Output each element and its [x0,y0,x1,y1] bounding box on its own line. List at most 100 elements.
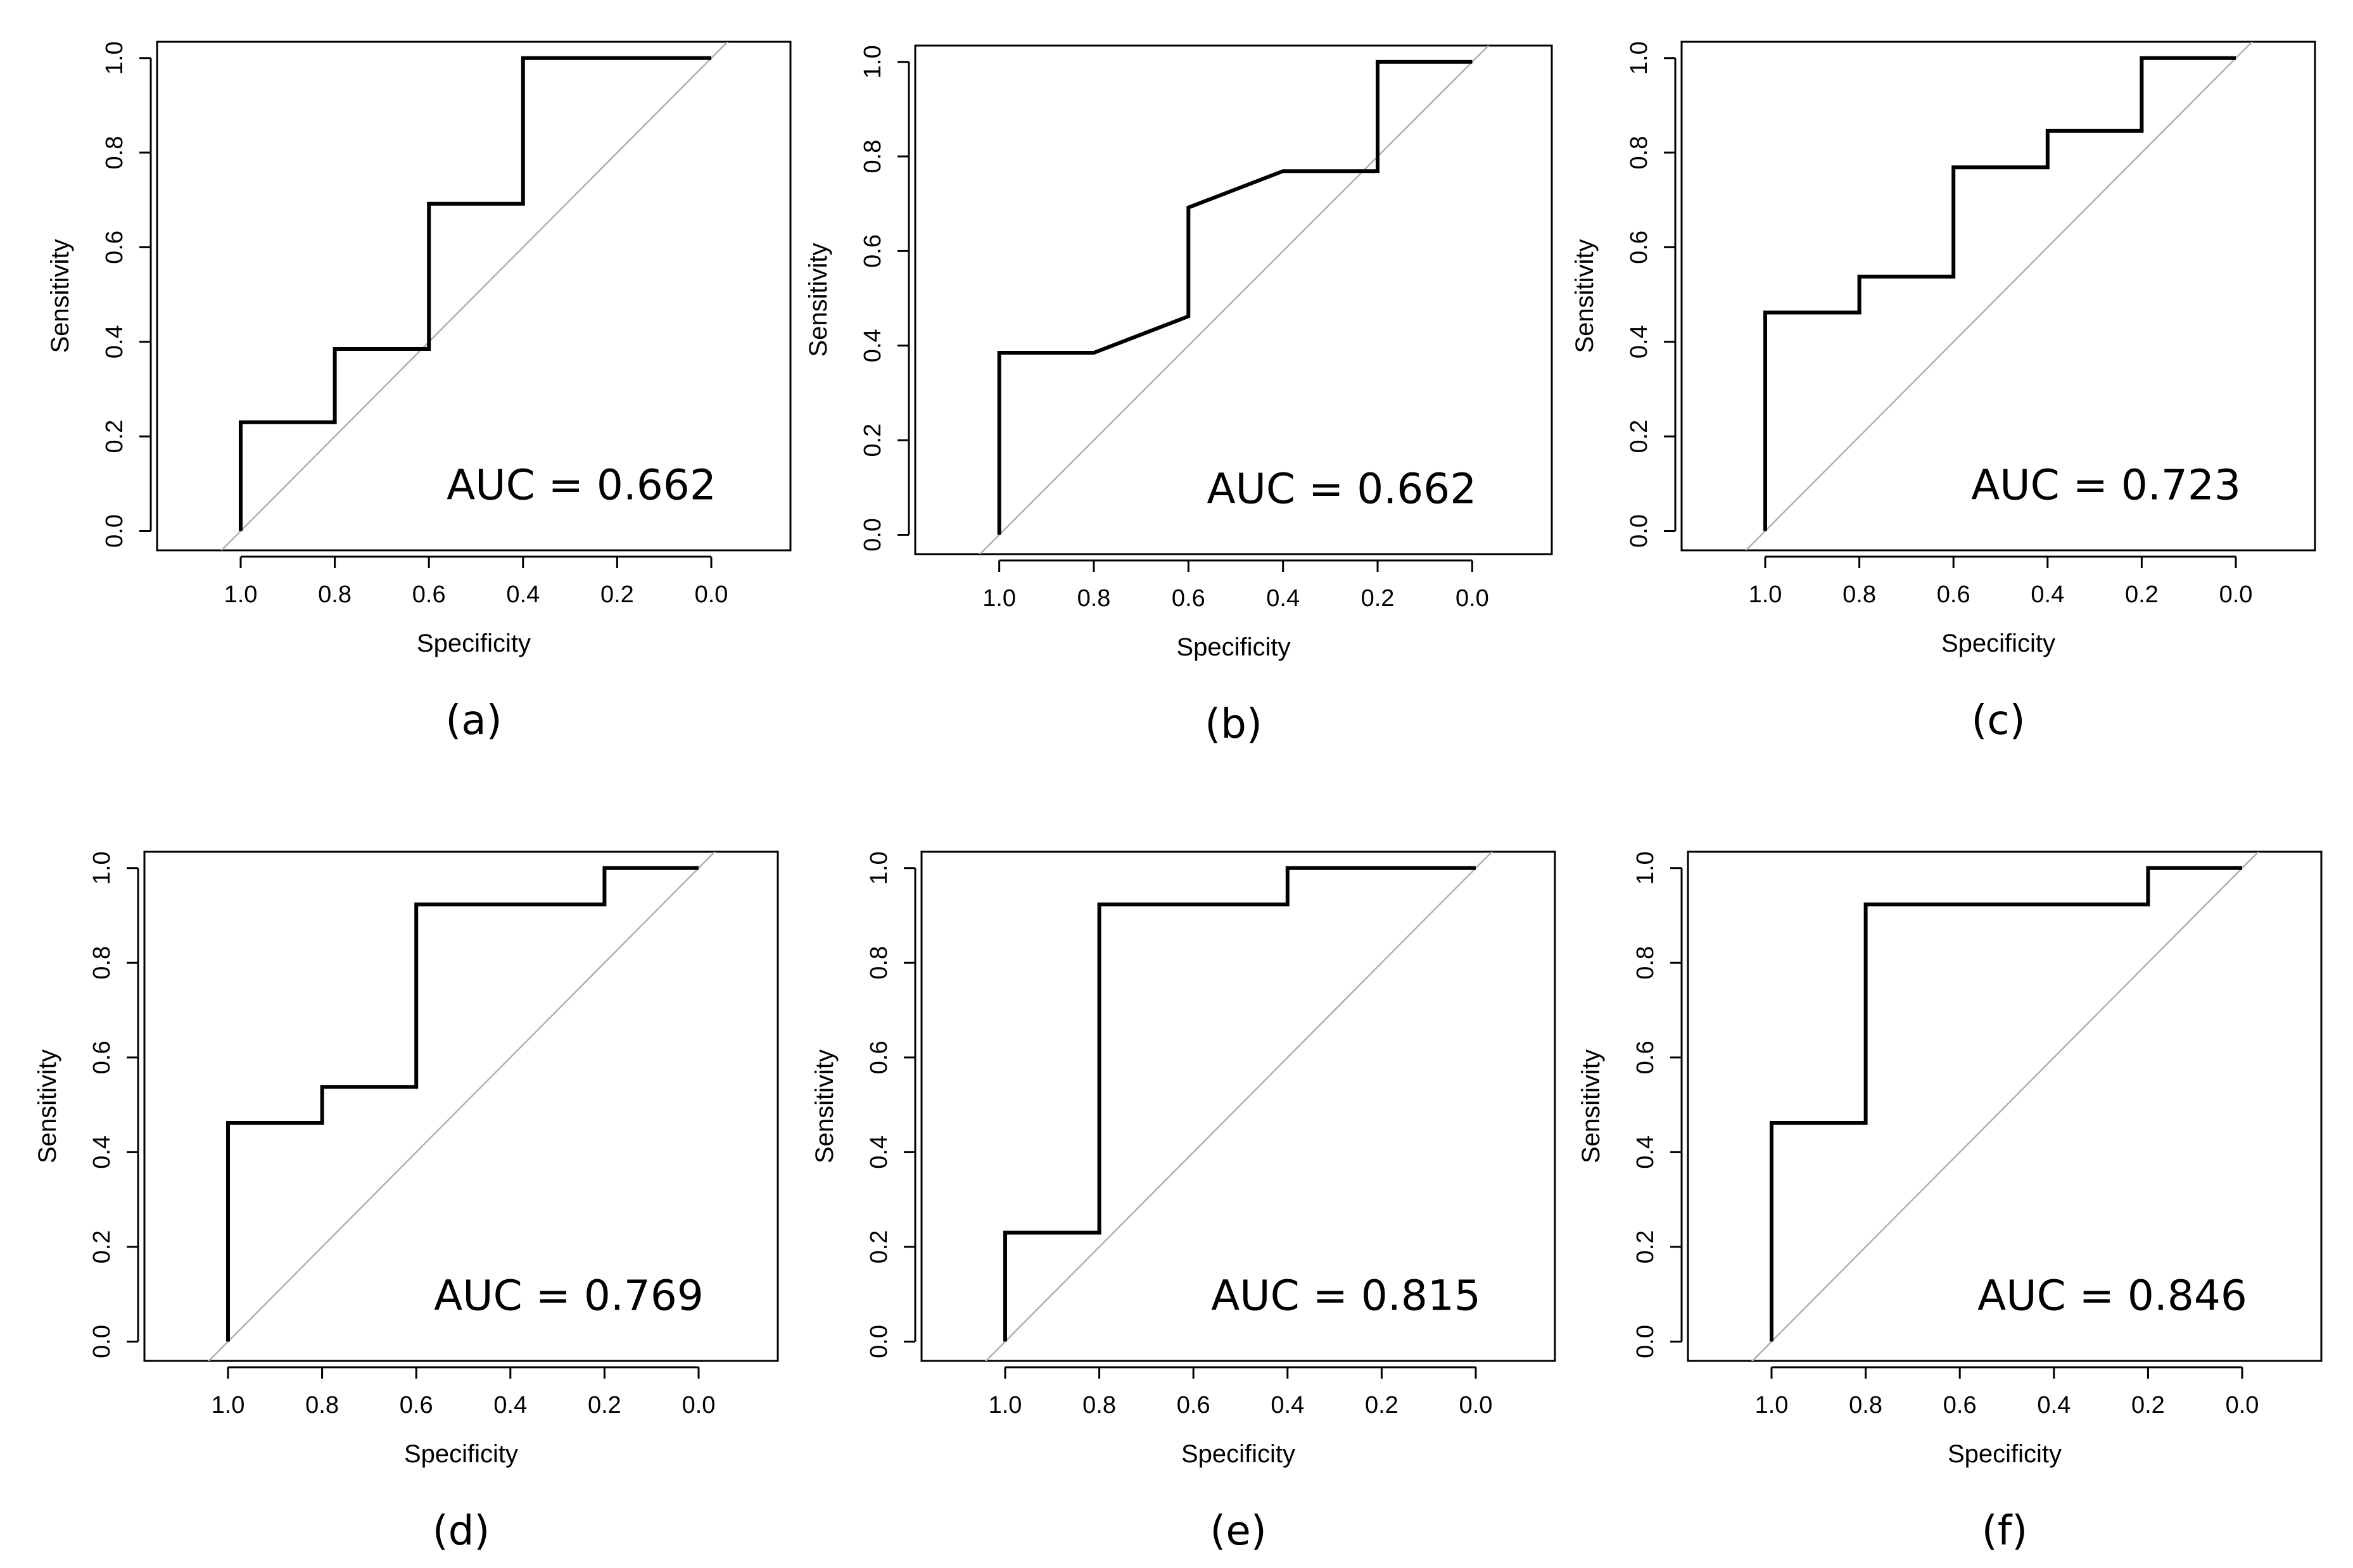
panel-e-x-tick-label: 0.4 [1271,1392,1304,1419]
panel-d-x-tick-label: 0.4 [493,1392,527,1419]
panel-e-reference-line [984,852,1494,1361]
panel-b-x-tick-label: 0.0 [1456,585,1489,612]
panel-b-x-tick-label: 0.6 [1172,585,1205,612]
panel-f-label: (f) [1982,1508,2027,1555]
panel-c-y-tick-label: 0.2 [1626,420,1652,453]
panel-d-auc-annotation: AUC = 0.769 [434,1272,704,1320]
panel-b-auc-annotation: AUC = 0.662 [1207,465,1476,514]
panel-b-y-tick-label: 0.6 [859,234,886,268]
panel-c-reference-line [1744,42,2254,550]
panel-d-x-tick-label: 0.8 [305,1392,339,1419]
panel-a-x-tick-label: 1.0 [224,581,258,608]
panel-b-roc-curve [997,60,1473,535]
panel-d-y-tick-label: 0.8 [89,946,115,980]
panel-c-x-tick-label: 1.0 [1749,581,1782,608]
panel-a-y-tick-label: 0.0 [101,514,128,548]
panel-a-auc-annotation: AUC = 0.662 [447,461,716,510]
panel-a-label: (a) [445,697,502,744]
panel-f-roc-curve [1770,866,2242,1342]
panel-a-plot-frame [156,41,792,552]
panel-a-x-tick-label: 0.4 [506,581,540,608]
panel-d-y-tick-label: 0.6 [89,1040,115,1074]
panel-d-label: (d) [433,1508,490,1555]
panel-f-x-tick-label: 0.6 [1943,1392,1977,1419]
panel-e-y-tick-label: 0.6 [866,1040,892,1074]
panel-d-x-tick-label: 0.6 [400,1392,433,1419]
panel-b-reference-line [979,46,1490,554]
panel-b: 1.0 0.8 0.6 0.4 0.2 0.0 0.0 0.2 0.4 0.6 0.8 1.0 Spec… [804,44,1553,748]
panel-f-x-tick-label: 0.2 [2131,1392,2165,1419]
panel-d-y-tick-label: 1.0 [89,851,115,885]
panel-e-y-tick-label: 0.0 [866,1325,892,1358]
panel-a-x-tick-label: 0.6 [412,581,446,608]
panel-a-roc-curve [239,56,711,531]
panel-c-y-tick-label: 0.6 [1626,231,1652,264]
panel-b-y-tick-label: 0.8 [859,140,886,174]
panel-d-y-tick-label: 0.0 [89,1325,115,1358]
panel-f-auc-annotation: AUC = 0.846 [1977,1272,2247,1320]
panel-f-x-tick-label: 0.0 [2226,1392,2259,1419]
panel-e-x-tick-label: 1.0 [989,1392,1022,1419]
panel-e-y-tick-label: 0.8 [866,946,892,980]
panel-a-x-axis-title: Specificity [417,629,531,657]
panel-e-x-tick-label: 0.0 [1459,1392,1493,1419]
panel-d-y-axis-title: Sensitivity [34,1049,61,1163]
panel-b-plot-frame [914,44,1553,555]
panel-e-y-axis-title: Sensitivity [811,1049,839,1163]
panel-c-y-tick-label: 0.8 [1626,136,1652,170]
panel-e-y-tick-label: 0.2 [866,1230,892,1263]
panel-f-x-tick-label: 0.8 [1849,1392,1882,1419]
panel-b-x-tick-label: 1.0 [982,585,1016,612]
panel-a-x-tick-label: 0.0 [695,581,728,608]
panel-a-reference-line [220,42,729,550]
panel-c-x-tick-label: 0.6 [1937,581,1970,608]
panel-f-reference-line [1751,852,2260,1361]
panel-a-y-tick-label: 1.0 [101,41,128,75]
panel-c-x-axis-title: Specificity [1941,629,2055,657]
panel-b-x-tick-label: 0.4 [1266,585,1300,612]
panel-c-label: (c) [1971,697,2025,744]
panel-e-y-tick-label: 0.4 [866,1135,892,1169]
panel-e-roc-curve [1003,866,1476,1342]
panel-b-x-tick-label: 0.8 [1077,585,1111,612]
panel-e-auc-annotation: AUC = 0.815 [1211,1272,1481,1320]
panel-b-y-tick-label: 0.4 [859,329,886,362]
panel-b-y-tick-label: 0.2 [859,424,886,457]
panel-e-x-tick-label: 0.2 [1365,1392,1398,1419]
panel-a-y-tick-label: 0.6 [101,231,128,264]
panel-f-y-tick-label: 0.0 [1632,1325,1659,1358]
panel-d-x-tick-label: 1.0 [212,1392,245,1419]
panel-c-auc-annotation: AUC = 0.723 [1971,461,2241,510]
panel-e-x-tick-label: 0.8 [1082,1392,1116,1419]
panel-b-x-tick-label: 0.2 [1361,585,1395,612]
panel-a-y-axis-title: Sensitivity [46,239,74,353]
panel-c-plot-frame [1680,41,2316,552]
panel-d-y-tick-label: 0.2 [89,1230,115,1263]
panel-d-x-tick-label: 0.2 [588,1392,621,1419]
panel-c-roc-curve [1763,56,2236,531]
panel-f-x-axis-title: Specificity [1948,1440,2062,1468]
panel-e-y-tick-label: 1.0 [866,851,892,885]
panel-a-y-tick-label: 0.8 [101,136,128,170]
panel-c: 1.0 0.8 0.6 0.4 0.2 0.0 0.0 0.2 0.4 0.6 0.8 1.0 Spec… [1571,41,2316,744]
panel-f-y-axis-title: Sensitivity [1577,1049,1605,1163]
panel-b-x-axis-title: Specificity [1176,633,1290,661]
panel-d-reference-line [207,852,716,1361]
panel-a-x-tick-label: 0.8 [318,581,352,608]
panel-f-y-tick-label: 0.6 [1632,1040,1659,1074]
panel-e-plot-frame [920,850,1556,1362]
panel-d-roc-curve [226,866,699,1342]
panel-e-x-tick-label: 0.6 [1177,1392,1210,1419]
panel-f: 1.0 0.8 0.6 0.4 0.2 0.0 0.0 0.2 0.4 0.6 0.8 1.0 Spec… [1577,850,2323,1555]
panel-f-x-tick-label: 1.0 [1755,1392,1789,1419]
panel-d: 1.0 0.8 0.6 0.4 0.2 0.0 0.0 0.2 0.4 0.6 0.8 1.0 Spec… [34,850,779,1555]
panel-c-y-tick-label: 1.0 [1626,41,1652,75]
panel-e: 1.0 0.8 0.6 0.4 0.2 0.0 0.0 0.2 0.4 0.6 0.8 1.0 Spec… [811,850,1556,1555]
panel-c-y-tick-label: 0.0 [1626,514,1652,548]
panel-b-y-axis-title: Sensitivity [804,243,832,357]
panel-d-y-tick-label: 0.4 [89,1135,115,1169]
panel-f-y-tick-label: 0.8 [1632,946,1659,980]
panel-a: 1.0 0.8 0.6 0.4 0.2 0.0 0.0 0.2 0.4 0.6 0.8 1.0 Spec… [46,41,792,744]
panel-f-y-tick-label: 0.2 [1632,1230,1659,1263]
